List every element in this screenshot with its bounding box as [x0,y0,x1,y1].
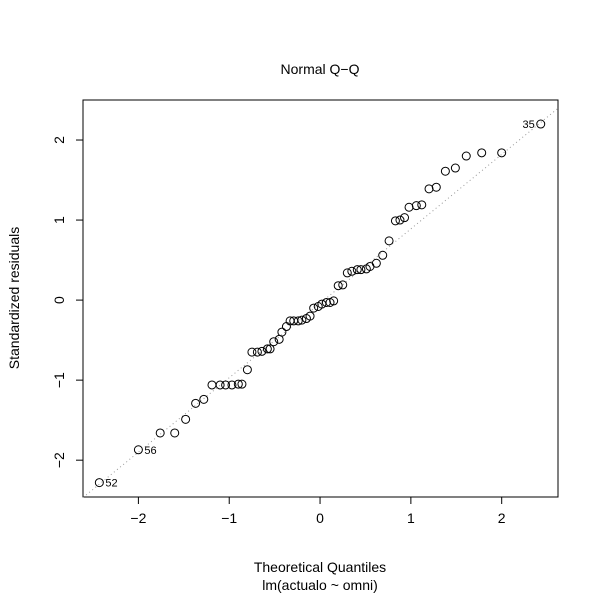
data-point [155,428,165,438]
x-tick-label: 2 [498,510,506,526]
point-label: 35 [522,119,534,131]
y-tick-label: −1 [51,372,67,388]
data-point [199,394,209,404]
data-point [536,119,546,129]
y-tick-label: 2 [51,136,67,144]
data-point [404,202,414,212]
point-label: 56 [144,445,156,457]
data-point [384,236,394,246]
data-point [338,280,348,290]
data-point [400,213,410,223]
data-point [269,337,279,347]
plot-frame [82,99,559,498]
data-point [257,346,267,356]
point-label: 52 [105,478,117,490]
y-tick-label: 1 [51,216,67,224]
data-point [371,258,381,268]
data-point [431,182,441,192]
data-point [215,380,225,390]
data-point [395,215,405,225]
y-tick-label: −2 [51,452,67,468]
data-point [252,347,262,357]
data-point [461,151,471,161]
data-point [237,379,247,389]
chart-subtitle: lm(actualo ~ omni) [262,577,378,593]
data-point [207,380,217,390]
data-point [133,445,143,455]
data-point [417,200,427,210]
y-axis-label: Standardized residuals [6,227,22,369]
y-tick-label: 0 [51,296,67,304]
data-point [411,201,421,211]
x-tick-label: −2 [130,510,146,526]
data-point [378,250,388,260]
data-point [329,296,339,306]
data-point [221,380,231,390]
data-point [450,163,460,173]
data-point [309,303,319,313]
x-axis-label: Theoretical Quantiles [254,559,386,575]
data-point [424,184,434,194]
data-point [356,265,366,275]
data-point [242,365,252,375]
data-point [477,148,487,158]
data-point [233,379,243,389]
data-point [265,344,275,354]
chart-title: Normal Q−Q [281,61,360,77]
x-tick-label: 1 [407,510,415,526]
data-point [191,398,201,408]
data-point [181,414,191,424]
data-point [352,265,362,275]
data-point [342,268,352,278]
data-point [497,148,507,158]
data-point [170,428,180,438]
data-point [94,478,104,488]
data-point [390,216,400,226]
x-tick-label: 0 [316,510,324,526]
data-point [297,315,307,325]
data-point [281,322,291,332]
x-tick-label: −1 [221,510,237,526]
data-point [333,281,343,291]
data-point [305,311,315,321]
data-point [262,344,272,354]
data-point [293,316,303,326]
data-point [347,266,357,276]
data-point [277,327,287,337]
data-point [440,166,450,176]
data-point [227,380,237,390]
data-point [247,347,257,357]
